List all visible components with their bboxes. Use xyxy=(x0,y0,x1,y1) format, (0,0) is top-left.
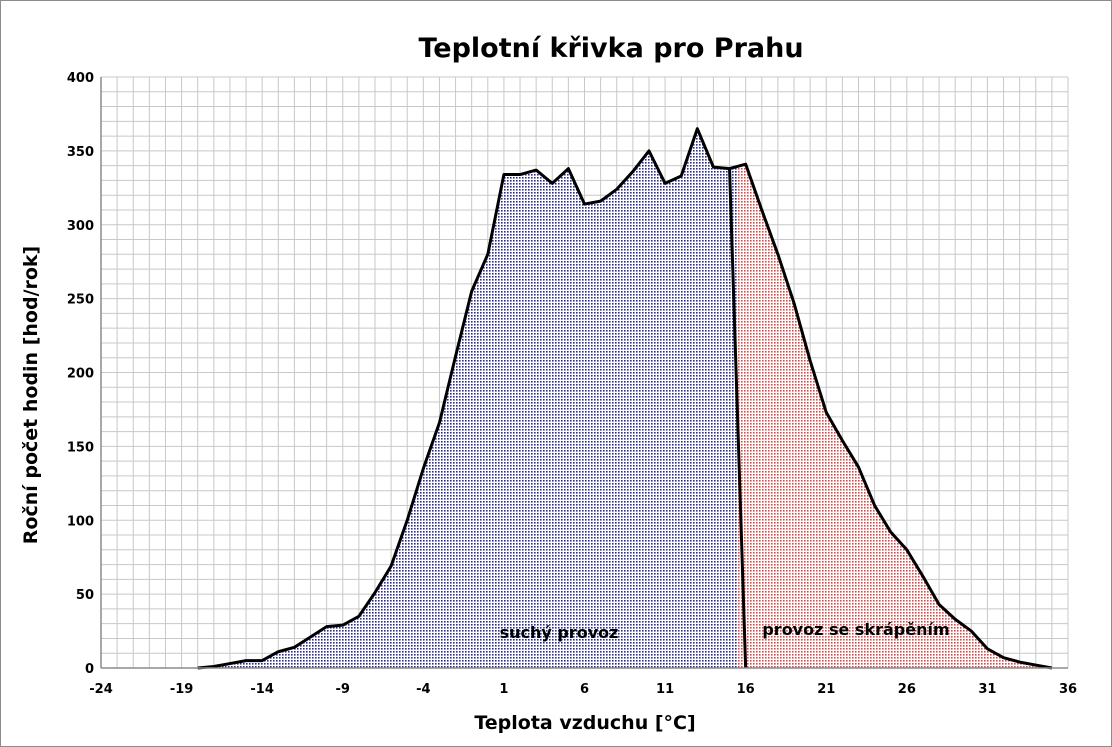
region-label-dry: suchý provoz xyxy=(500,623,619,642)
x-tick-label: 6 xyxy=(580,682,589,697)
y-tick-label: 0 xyxy=(85,662,94,677)
y-tick-label: 250 xyxy=(67,293,94,308)
region-separator-line xyxy=(728,168,748,669)
x-tick-label: -4 xyxy=(416,682,430,697)
area-spray-operation xyxy=(737,164,1052,669)
x-tick-label: 26 xyxy=(898,682,916,697)
x-tick-label: 11 xyxy=(656,682,674,697)
x-tick-label: -24 xyxy=(89,682,113,697)
x-tick-label: 21 xyxy=(817,682,835,697)
axes xyxy=(100,77,1068,669)
x-tick-label: -14 xyxy=(250,682,274,697)
y-tick-label: 300 xyxy=(67,219,94,234)
series-lines xyxy=(197,127,1053,670)
y-tick-label: 50 xyxy=(76,588,94,603)
x-tick-label: -19 xyxy=(170,682,194,697)
y-tick-label: 350 xyxy=(67,145,94,160)
region-label-spray: provoz se skrápěním xyxy=(762,620,949,639)
series-line xyxy=(197,127,1053,670)
y-tick-label: 150 xyxy=(67,440,94,455)
area-dry-operation xyxy=(197,128,738,668)
x-axis-title: Teplota vzduchu [°C] xyxy=(474,712,695,734)
x-tick-label: 1 xyxy=(499,682,508,697)
y-axis-title: Roční počet hodin [hod/rok] xyxy=(20,246,42,544)
x-tick-label: -9 xyxy=(336,682,350,697)
x-tick-label: 31 xyxy=(978,682,996,697)
x-tick-label: 16 xyxy=(737,682,755,697)
tick-labels: -24 -19 -14 -9 -4 1 6 11 16 21 26 31 360501001502002… xyxy=(67,71,1077,697)
x-tick-label: 36 xyxy=(1059,682,1077,697)
y-tick-label: 400 xyxy=(67,71,94,86)
area-fills xyxy=(197,128,1052,669)
y-tick-label: 200 xyxy=(67,367,94,382)
chart-title: Teplotní křivka pro Prahu xyxy=(418,33,803,64)
y-tick-label: 100 xyxy=(67,514,94,529)
